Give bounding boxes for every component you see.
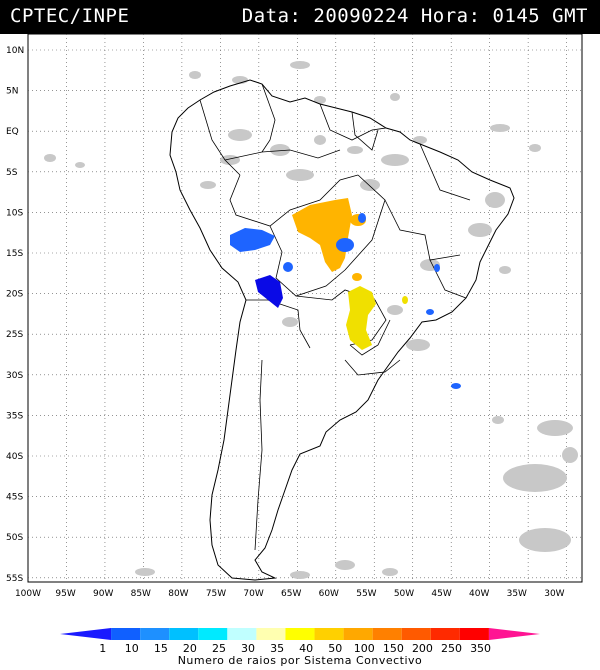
system-small-cyan-east bbox=[434, 264, 440, 272]
colorbar-segment bbox=[343, 628, 373, 640]
convective-systems bbox=[230, 198, 461, 389]
system-blue-small-2 bbox=[283, 262, 293, 272]
colorbar-tick-label: 150 bbox=[383, 642, 404, 655]
colorbar-segment bbox=[430, 628, 460, 640]
lon-tick-label: 55W bbox=[356, 589, 376, 599]
system-blue-small-1 bbox=[336, 238, 354, 252]
lat-tick-label: 5N bbox=[6, 87, 18, 97]
lon-tick-label: 85W bbox=[131, 589, 151, 599]
colorbar-tick-label: 350 bbox=[470, 642, 491, 655]
product-title: CPTEC/INPE bbox=[10, 5, 130, 27]
system-small-blue-east bbox=[426, 309, 434, 315]
colorbar-tick-label: 250 bbox=[441, 642, 462, 655]
lon-tick-label: 30W bbox=[544, 589, 564, 599]
colorbar-tick-label: 35 bbox=[270, 642, 284, 655]
colorbar-tick-label: 30 bbox=[241, 642, 255, 655]
lat-tick-label: 5S bbox=[6, 168, 18, 178]
continent-coastline bbox=[169, 79, 515, 581]
colorbar-segment bbox=[198, 628, 228, 640]
lat-tick-label: 45S bbox=[6, 493, 23, 503]
colorbar-segment bbox=[372, 628, 402, 640]
colorbar bbox=[60, 628, 540, 640]
lon-tick-label: 90W bbox=[93, 589, 113, 599]
lon-tick-label: 50W bbox=[394, 589, 414, 599]
colorbar-tick-label: 1 bbox=[99, 642, 106, 655]
lat-tick-label: EQ bbox=[6, 127, 19, 137]
colorbar-tick-label: 10 bbox=[125, 642, 139, 655]
colorbar-tick-label: 50 bbox=[328, 642, 342, 655]
system-small-yellow-east bbox=[402, 296, 408, 304]
colorbar-caption: Numero de raios por Sistema Convectivo bbox=[177, 654, 423, 667]
date-time-label: Data: 20090224 Hora: 0145 GMT bbox=[241, 5, 588, 27]
colorbar-segment bbox=[401, 628, 431, 640]
system-yellow-small bbox=[352, 273, 362, 281]
lon-tick-label: 80W bbox=[168, 589, 188, 599]
lat-tick-label: 40S bbox=[6, 452, 23, 462]
lon-tick-label: 95W bbox=[55, 589, 75, 599]
lat-tick-label: 20S bbox=[6, 290, 23, 300]
colorbar-tick-label: 200 bbox=[412, 642, 433, 655]
lat-tick-label: 15S bbox=[6, 249, 23, 259]
system-blue-small-3 bbox=[358, 213, 366, 223]
system-orange-mato-grosso bbox=[292, 198, 352, 272]
colorbar-labels: 1 10 15 20 25 30 35 40 50 100 150 200 250 350 bbox=[99, 642, 491, 655]
lat-tick-label: 10N bbox=[6, 46, 24, 56]
colorbar-segment bbox=[488, 628, 540, 640]
lat-tick-label: 25S bbox=[6, 330, 23, 340]
colorbar-segment bbox=[60, 628, 112, 640]
lat-tick-label: 10S bbox=[6, 208, 23, 218]
colorbar-tick-label: 100 bbox=[354, 642, 375, 655]
colorbar-tick-label: 25 bbox=[212, 642, 226, 655]
colorbar-segment bbox=[314, 628, 344, 640]
cloud-cover bbox=[44, 61, 578, 579]
lon-tick-label: 35W bbox=[507, 589, 527, 599]
longitude-labels: 100W 95W 90W 85W 80W 75W 70W 65W 60W 55W 50W 45W 40W… bbox=[15, 589, 565, 599]
lon-tick-label: 70W bbox=[243, 589, 263, 599]
colorbar-segment bbox=[111, 628, 141, 640]
colorbar-segment bbox=[459, 628, 489, 640]
system-darkblue-bolivia bbox=[255, 275, 283, 308]
lon-tick-label: 100W bbox=[15, 589, 41, 599]
colorbar-tick-label: 15 bbox=[154, 642, 168, 655]
lon-tick-label: 75W bbox=[206, 589, 226, 599]
colorbar-segment bbox=[169, 628, 199, 640]
lat-tick-label: 35S bbox=[6, 411, 23, 421]
colorbar-tick-label: 40 bbox=[299, 642, 313, 655]
lat-tick-label: 50S bbox=[6, 533, 23, 543]
map-frame bbox=[27, 33, 583, 583]
colorbar-segment bbox=[256, 628, 286, 640]
lon-tick-label: 60W bbox=[319, 589, 339, 599]
title-bar: CPTEC/INPE Data: 20090224 Hora: 0145 GMT bbox=[0, 0, 600, 34]
latitude-labels: 10N 5N EQ 5S 10S 15S 20S 25S 30S 35S 40S 45S 50S 55S bbox=[6, 46, 24, 584]
lon-tick-label: 40W bbox=[469, 589, 489, 599]
system-blue-peru bbox=[230, 228, 275, 252]
colorbar-segment bbox=[285, 628, 315, 640]
lon-tick-label: 45W bbox=[431, 589, 451, 599]
colorbar-segment bbox=[227, 628, 257, 640]
lon-tick-label: 65W bbox=[281, 589, 301, 599]
lat-tick-label: 55S bbox=[6, 574, 23, 584]
colorbar-segment bbox=[140, 628, 170, 640]
system-yellow-paraguay bbox=[346, 286, 376, 350]
country-borders bbox=[199, 83, 471, 551]
lat-tick-label: 30S bbox=[6, 371, 23, 381]
colorbar-tick-label: 20 bbox=[183, 642, 197, 655]
system-small-blue-ocean bbox=[451, 383, 461, 389]
